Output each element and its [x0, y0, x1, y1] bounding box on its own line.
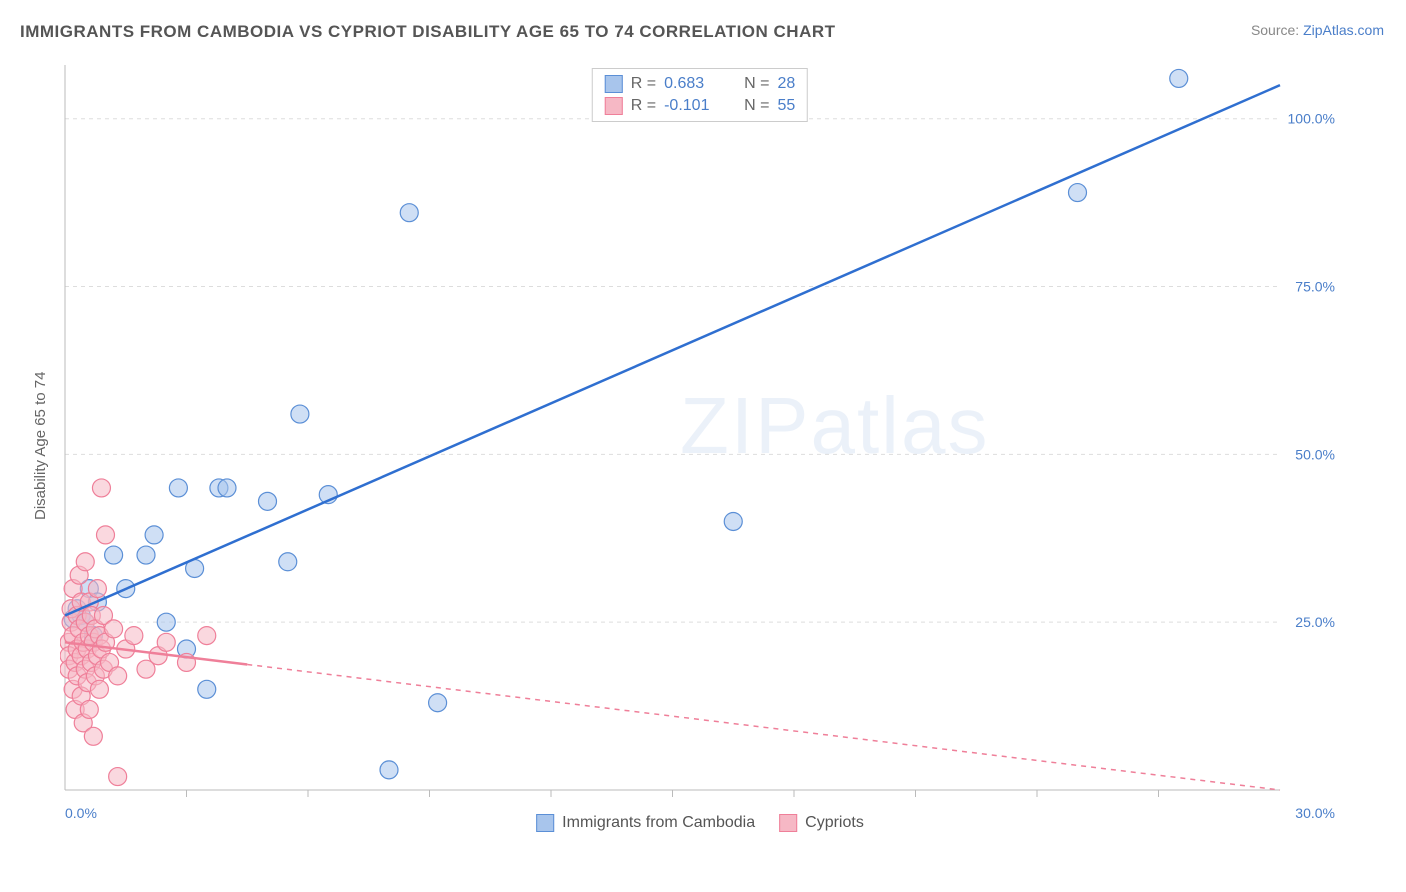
legend-item: Cypriots	[779, 814, 864, 832]
legend-n-value: 55	[777, 97, 795, 115]
data-point	[105, 620, 123, 638]
legend-row: R = 0.683 N = 28	[605, 73, 795, 95]
legend-swatch	[779, 814, 797, 832]
data-point	[218, 479, 236, 497]
data-point	[198, 680, 216, 698]
data-point	[1069, 184, 1087, 202]
legend-swatch	[605, 97, 623, 115]
correlation-legend: R = 0.683 N = 28 R = -0.101 N = 55	[592, 68, 808, 122]
data-point	[105, 546, 123, 564]
source-link[interactable]: ZipAtlas.com	[1303, 22, 1384, 38]
chart-title: IMMIGRANTS FROM CAMBODIA VS CYPRIOT DISA…	[20, 22, 836, 42]
data-point	[80, 700, 98, 718]
x-tick-label: 0.0%	[65, 805, 97, 821]
data-point	[1170, 69, 1188, 87]
series-legend: Immigrants from Cambodia Cypriots	[536, 814, 864, 832]
data-point	[109, 768, 127, 786]
legend-n-value: 28	[777, 75, 795, 93]
y-tick-label: 100.0%	[1288, 111, 1335, 127]
legend-item: Immigrants from Cambodia	[536, 814, 755, 832]
legend-series-name: Immigrants from Cambodia	[562, 814, 755, 832]
legend-n-label: N =	[744, 75, 769, 93]
data-point	[88, 580, 106, 598]
y-axis-label: Disability Age 65 to 74	[32, 372, 49, 520]
data-point	[259, 492, 277, 510]
data-point	[157, 613, 175, 631]
legend-r-label: R =	[631, 75, 656, 93]
data-point	[169, 479, 187, 497]
scatter-plot: 25.0% 50.0% 75.0% 100.0% 0.0% 30.0%	[60, 60, 1340, 830]
legend-swatch	[536, 814, 554, 832]
legend-r-value: 0.683	[664, 75, 724, 93]
data-point	[429, 694, 447, 712]
y-tick-label: 25.0%	[1295, 614, 1335, 630]
x-tick-label: 30.0%	[1295, 805, 1335, 821]
data-point	[400, 204, 418, 222]
data-point	[380, 761, 398, 779]
data-point	[92, 479, 110, 497]
source-prefix: Source:	[1251, 22, 1303, 38]
data-point	[84, 727, 102, 745]
data-point	[137, 546, 155, 564]
legend-r-label: R =	[631, 97, 656, 115]
y-tick-label: 75.0%	[1295, 279, 1335, 295]
y-tick-label: 50.0%	[1295, 446, 1335, 462]
legend-r-value: -0.101	[664, 97, 724, 115]
legend-swatch	[605, 75, 623, 93]
data-point	[279, 553, 297, 571]
data-point	[90, 680, 108, 698]
trend-line-extrapolated	[247, 664, 1280, 790]
data-point	[145, 526, 163, 544]
trend-line	[65, 85, 1280, 615]
data-point	[125, 627, 143, 645]
data-point	[198, 627, 216, 645]
legend-n-label: N =	[744, 97, 769, 115]
data-point	[97, 526, 115, 544]
data-point	[109, 667, 127, 685]
chart-area: 25.0%50.0%75.0%100.0%0.0%30.0% ZIPatlas …	[60, 60, 1340, 830]
data-point	[157, 633, 175, 651]
data-point	[291, 405, 309, 423]
legend-row: R = -0.101 N = 55	[605, 95, 795, 117]
data-point	[76, 553, 94, 571]
legend-series-name: Cypriots	[805, 814, 864, 832]
data-point	[724, 512, 742, 530]
source-attribution: Source: ZipAtlas.com	[1251, 22, 1384, 38]
